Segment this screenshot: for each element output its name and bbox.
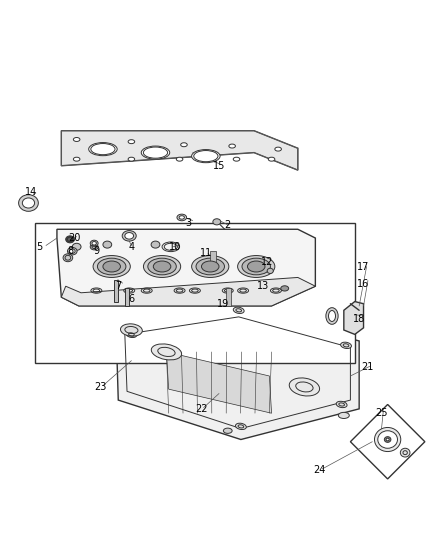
Text: 6: 6 [128, 294, 134, 304]
Polygon shape [61, 131, 298, 170]
Ellipse shape [341, 342, 351, 349]
Ellipse shape [90, 240, 98, 246]
Text: 5: 5 [36, 242, 42, 252]
Ellipse shape [336, 401, 347, 408]
Ellipse shape [73, 157, 80, 161]
Ellipse shape [120, 324, 142, 336]
Text: 9: 9 [93, 246, 99, 256]
Ellipse shape [267, 268, 273, 273]
Ellipse shape [143, 255, 180, 278]
Polygon shape [61, 278, 315, 306]
Text: 14: 14 [25, 187, 37, 197]
Text: 18: 18 [353, 314, 365, 324]
Ellipse shape [378, 431, 398, 448]
Ellipse shape [66, 236, 74, 243]
Text: 23: 23 [95, 382, 107, 392]
Text: 13: 13 [257, 281, 269, 291]
Ellipse shape [374, 427, 401, 451]
Ellipse shape [400, 448, 410, 457]
Ellipse shape [177, 214, 187, 221]
Text: 10: 10 [169, 242, 181, 252]
Ellipse shape [72, 243, 81, 251]
Text: 2: 2 [225, 220, 231, 230]
Text: 12: 12 [261, 257, 273, 267]
Ellipse shape [70, 249, 75, 253]
Ellipse shape [223, 428, 232, 433]
Ellipse shape [328, 311, 336, 321]
Ellipse shape [275, 147, 281, 151]
Bar [226, 288, 231, 306]
Ellipse shape [151, 241, 160, 248]
Ellipse shape [229, 144, 236, 148]
Ellipse shape [196, 258, 225, 275]
Ellipse shape [180, 143, 187, 147]
Ellipse shape [126, 331, 137, 337]
Ellipse shape [22, 198, 35, 208]
Ellipse shape [128, 157, 135, 161]
Ellipse shape [201, 261, 219, 272]
Ellipse shape [128, 140, 135, 143]
Ellipse shape [233, 307, 244, 313]
Ellipse shape [338, 413, 350, 418]
Text: 11: 11 [200, 248, 212, 259]
Ellipse shape [281, 286, 289, 291]
Bar [114, 280, 118, 302]
Ellipse shape [67, 247, 77, 255]
Text: 25: 25 [375, 408, 387, 418]
Text: 4: 4 [128, 242, 134, 252]
Text: 24: 24 [314, 465, 326, 475]
Ellipse shape [326, 308, 338, 324]
Ellipse shape [92, 241, 96, 245]
Text: 8: 8 [67, 246, 73, 256]
Ellipse shape [268, 157, 275, 161]
Bar [210, 251, 216, 269]
Ellipse shape [67, 237, 73, 241]
Ellipse shape [153, 261, 171, 272]
Ellipse shape [237, 255, 275, 278]
Ellipse shape [247, 261, 265, 272]
Text: 3: 3 [185, 217, 191, 228]
Text: 15: 15 [213, 161, 225, 171]
Text: 22: 22 [195, 404, 208, 414]
Polygon shape [116, 308, 359, 440]
Polygon shape [350, 405, 425, 479]
Ellipse shape [88, 142, 117, 156]
Ellipse shape [93, 255, 131, 278]
Polygon shape [166, 352, 272, 413]
Bar [125, 288, 129, 306]
Ellipse shape [384, 437, 391, 442]
Ellipse shape [179, 216, 184, 219]
Ellipse shape [176, 157, 183, 161]
Text: 16: 16 [357, 279, 370, 289]
Ellipse shape [233, 157, 240, 161]
Polygon shape [57, 229, 315, 306]
Ellipse shape [141, 146, 170, 159]
Ellipse shape [122, 231, 136, 241]
Polygon shape [344, 302, 364, 334]
Ellipse shape [63, 254, 73, 262]
Ellipse shape [236, 423, 246, 430]
Ellipse shape [90, 244, 98, 250]
Text: 21: 21 [362, 362, 374, 372]
Text: 20: 20 [68, 233, 81, 243]
Ellipse shape [103, 261, 120, 272]
Ellipse shape [242, 258, 270, 275]
Ellipse shape [191, 255, 229, 278]
Ellipse shape [148, 258, 176, 275]
Ellipse shape [125, 232, 134, 239]
Ellipse shape [73, 138, 80, 141]
Ellipse shape [151, 344, 182, 360]
Ellipse shape [386, 438, 389, 441]
Text: 19: 19 [217, 298, 230, 309]
Bar [35, 223, 355, 363]
Ellipse shape [18, 195, 39, 211]
Text: 7: 7 [115, 281, 121, 291]
Ellipse shape [289, 378, 320, 396]
Ellipse shape [213, 219, 221, 225]
Text: 17: 17 [357, 262, 370, 271]
Ellipse shape [191, 150, 220, 163]
Ellipse shape [97, 258, 126, 275]
Ellipse shape [103, 241, 112, 248]
